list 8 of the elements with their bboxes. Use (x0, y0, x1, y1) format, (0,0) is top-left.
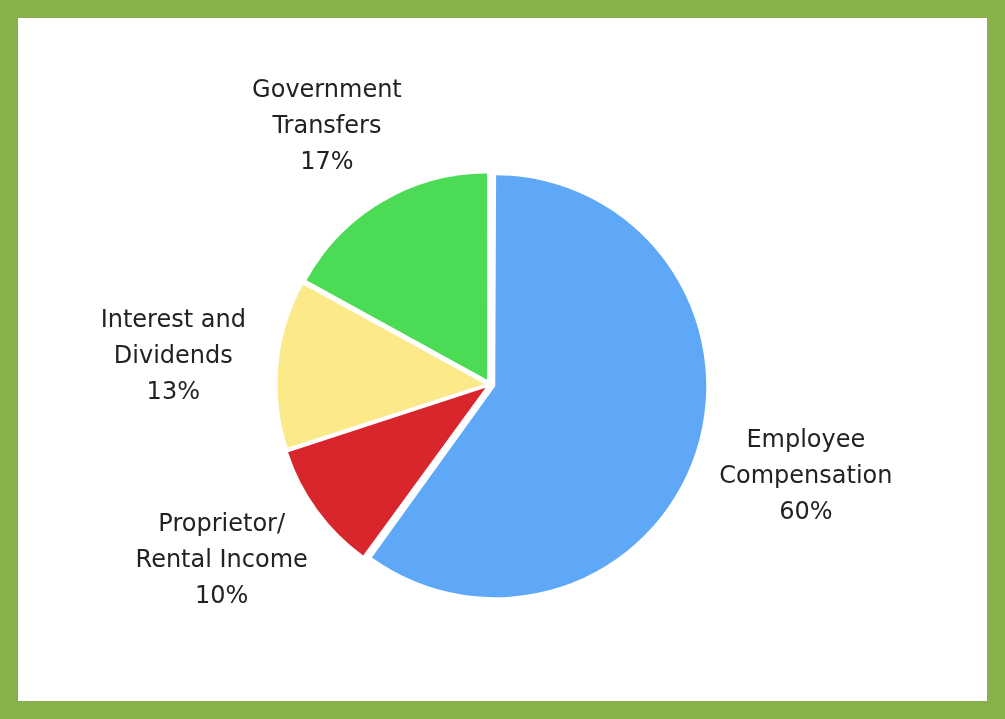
slice-label: Proprietor/ Rental Income (135, 508, 308, 573)
slice-label: Government Transfers (252, 74, 402, 139)
slice-label: Employee Compensation (719, 425, 893, 490)
data-label: 17% (300, 146, 354, 175)
slice-label: Interest and Dividends (100, 304, 246, 369)
data-label: 13% (146, 376, 200, 405)
data-label: 60% (779, 497, 833, 526)
data-label: 10% (195, 580, 249, 609)
